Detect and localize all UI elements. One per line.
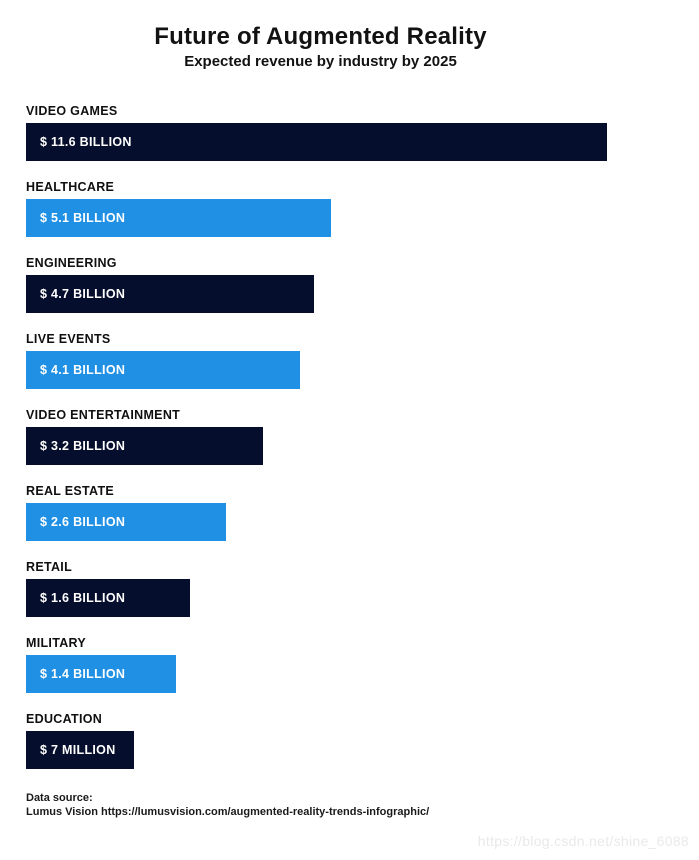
bar-category-label: VIDEO ENTERTAINMENT: [26, 408, 181, 422]
bar-row: LIVE EVENTS $ 4.1 BILLION: [26, 332, 615, 389]
bar-value-label: $ 7 MILLION: [40, 743, 116, 757]
bar-category-label: LIVE EVENTS: [26, 332, 111, 346]
bar-row: ENGINEERING $ 4.7 BILLION: [26, 256, 615, 313]
bar-row: HEALTHCARE $ 5.1 BILLION: [26, 180, 615, 237]
bar-category-label: REAL ESTATE: [26, 484, 115, 498]
bar: $ 7 MILLION: [26, 731, 134, 769]
bar-row: VIDEO GAMES $ 11.6 BILLION: [26, 104, 615, 161]
bar: $ 4.7 BILLION: [26, 275, 314, 313]
bar-row: MILITARY $ 1.4 BILLION: [26, 636, 615, 693]
bar: $ 5.1 BILLION: [26, 199, 331, 237]
bar: $ 1.6 BILLION: [26, 579, 190, 617]
bar-category-label: RETAIL: [26, 560, 73, 574]
data-source-url: Lumus Vision https://lumusvision.com/aug…: [26, 806, 430, 818]
bar-chart: VIDEO GAMES $ 11.6 BILLION HEALTHCARE $ …: [26, 104, 615, 769]
infographic: Future of Augmented Reality Expected rev…: [26, 22, 615, 819]
bar-value-label: $ 5.1 BILLION: [40, 211, 126, 225]
bar-category-label: EDUCATION: [26, 712, 103, 726]
bar: $ 3.2 BILLION: [26, 427, 263, 465]
bar-category-label: MILITARY: [26, 636, 87, 650]
bar: $ 2.6 BILLION: [26, 503, 226, 541]
bar-category-label: HEALTHCARE: [26, 180, 115, 194]
watermark-url: https://blog.csdn.net/shine_6088: [477, 833, 689, 849]
bar-category-label: VIDEO GAMES: [26, 104, 118, 118]
data-source-label: Data source:: [26, 792, 93, 804]
bar-value-label: $ 4.7 BILLION: [40, 287, 126, 301]
bar: $ 4.1 BILLION: [26, 351, 300, 389]
bar-value-label: $ 4.1 BILLION: [40, 363, 126, 377]
bar-row: REAL ESTATE $ 2.6 BILLION: [26, 484, 615, 541]
bar-row: RETAIL $ 1.6 BILLION: [26, 560, 615, 617]
chart-subtitle: Expected revenue by industry by 2025: [184, 53, 457, 70]
bar-value-label: $ 11.6 BILLION: [40, 135, 132, 149]
chart-header: Future of Augmented Reality Expected rev…: [26, 22, 615, 72]
bar-value-label: $ 2.6 BILLION: [40, 515, 126, 529]
bar-category-label: ENGINEERING: [26, 256, 117, 270]
bar-value-label: $ 1.4 BILLION: [40, 667, 126, 681]
bar-value-label: $ 1.6 BILLION: [40, 591, 126, 605]
bar: $ 11.6 BILLION: [26, 123, 607, 161]
bar-value-label: $ 3.2 BILLION: [40, 439, 126, 453]
bar-row: EDUCATION $ 7 MILLION: [26, 712, 615, 769]
data-source: Data source: Lumus Vision https://lumusv…: [26, 791, 615, 819]
bar-row: VIDEO ENTERTAINMENT $ 3.2 BILLION: [26, 408, 615, 465]
chart-title: Future of Augmented Reality: [154, 23, 487, 50]
bar: $ 1.4 BILLION: [26, 655, 176, 693]
